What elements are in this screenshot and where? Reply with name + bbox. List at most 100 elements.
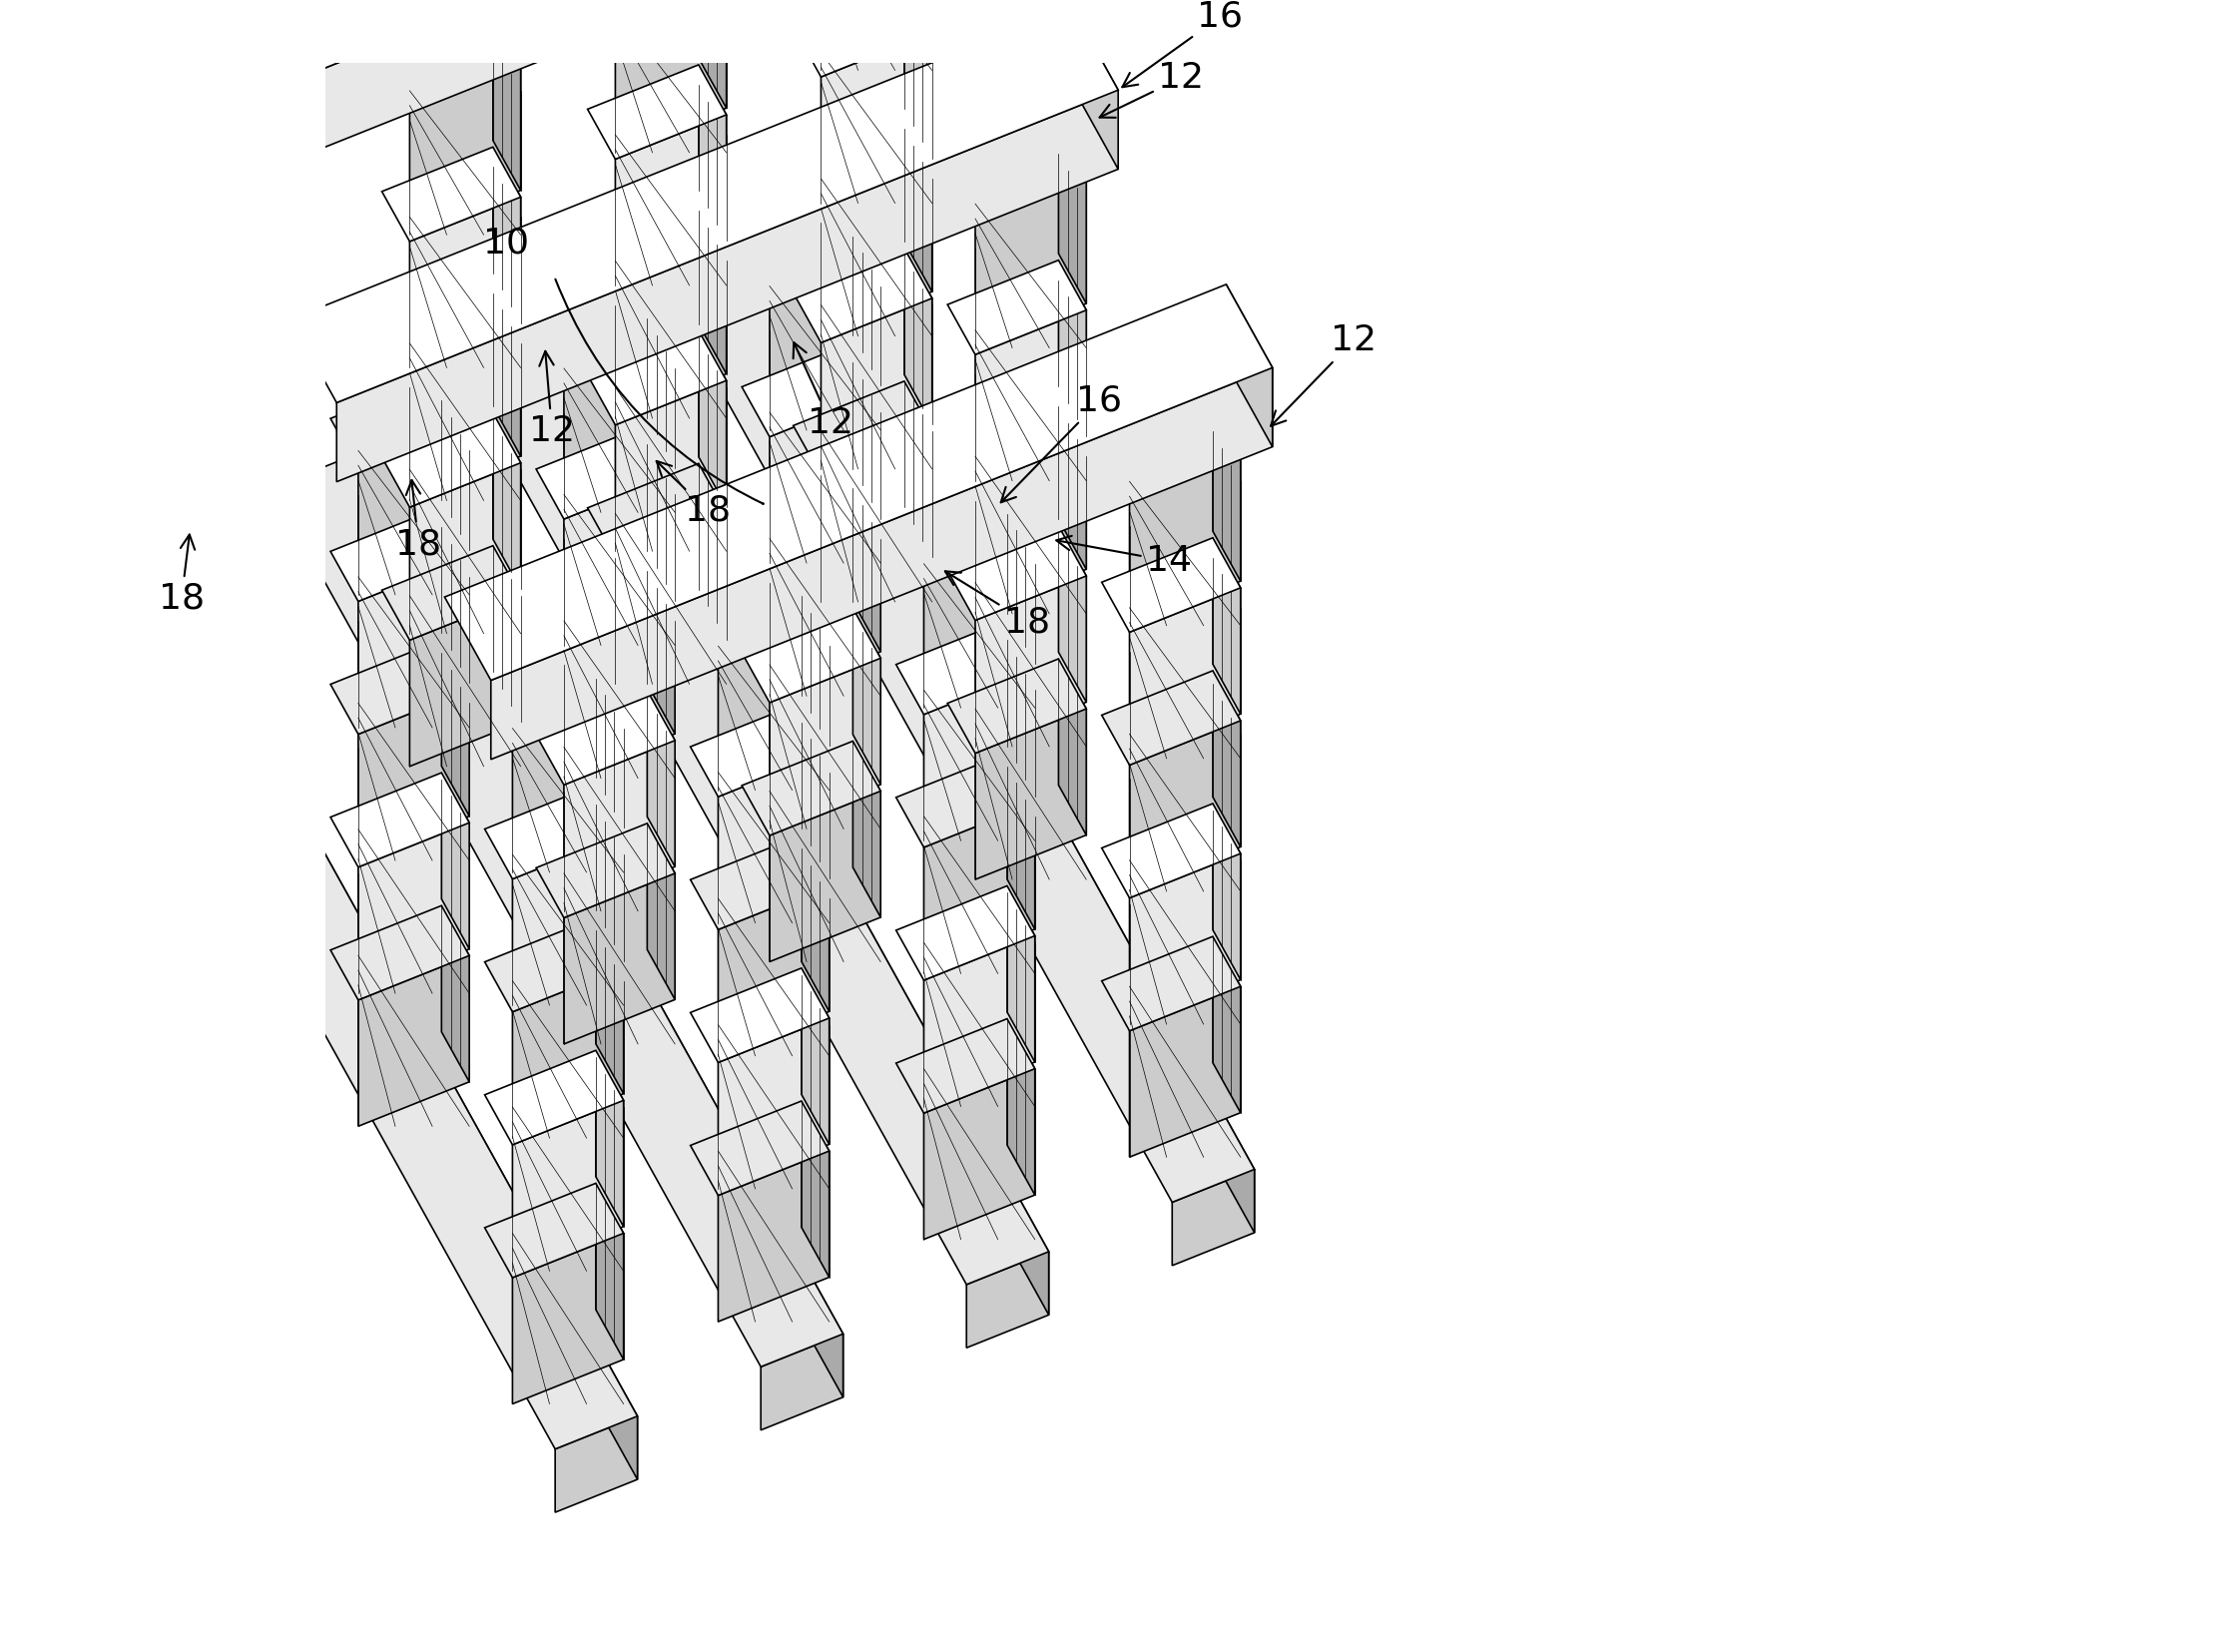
Polygon shape xyxy=(565,474,674,646)
Polygon shape xyxy=(647,292,674,468)
Polygon shape xyxy=(699,198,725,373)
Polygon shape xyxy=(1058,525,1087,702)
Polygon shape xyxy=(203,677,315,849)
Polygon shape xyxy=(741,342,882,436)
Polygon shape xyxy=(330,373,469,469)
Polygon shape xyxy=(1103,803,1241,899)
Polygon shape xyxy=(770,393,882,563)
Polygon shape xyxy=(411,596,520,767)
Polygon shape xyxy=(895,620,1036,714)
Text: 18: 18 xyxy=(656,461,730,527)
Polygon shape xyxy=(1212,405,1241,582)
Polygon shape xyxy=(761,1333,844,1431)
Polygon shape xyxy=(288,96,315,273)
Polygon shape xyxy=(895,885,1036,980)
Polygon shape xyxy=(853,476,882,651)
Polygon shape xyxy=(801,836,830,1011)
Polygon shape xyxy=(442,373,469,550)
Polygon shape xyxy=(203,411,315,583)
Polygon shape xyxy=(904,0,933,26)
Text: 16: 16 xyxy=(1123,0,1243,88)
Polygon shape xyxy=(493,147,520,324)
Polygon shape xyxy=(288,496,315,671)
Polygon shape xyxy=(176,230,315,324)
Polygon shape xyxy=(290,7,1118,403)
Polygon shape xyxy=(699,464,725,639)
Polygon shape xyxy=(357,557,469,727)
Polygon shape xyxy=(411,64,520,235)
Polygon shape xyxy=(136,0,964,126)
Polygon shape xyxy=(975,177,1087,349)
Polygon shape xyxy=(690,702,830,796)
Polygon shape xyxy=(699,330,725,507)
Polygon shape xyxy=(536,425,674,519)
Polygon shape xyxy=(924,803,1036,973)
Polygon shape xyxy=(491,368,1272,760)
Polygon shape xyxy=(357,955,469,1127)
Polygon shape xyxy=(821,431,933,601)
Polygon shape xyxy=(176,628,315,722)
Polygon shape xyxy=(792,382,933,476)
Polygon shape xyxy=(1129,720,1241,892)
Polygon shape xyxy=(975,577,1087,747)
Polygon shape xyxy=(792,0,933,78)
Polygon shape xyxy=(337,91,1118,482)
Polygon shape xyxy=(330,507,469,601)
Polygon shape xyxy=(966,1252,1049,1348)
Polygon shape xyxy=(203,279,315,449)
Polygon shape xyxy=(411,463,520,633)
Polygon shape xyxy=(150,537,638,1480)
Polygon shape xyxy=(1103,937,1241,1031)
Polygon shape xyxy=(1212,937,1241,1113)
Text: 12: 12 xyxy=(1270,324,1377,426)
Polygon shape xyxy=(587,330,725,425)
Polygon shape xyxy=(536,292,674,387)
Polygon shape xyxy=(792,116,933,210)
Polygon shape xyxy=(904,116,933,292)
Polygon shape xyxy=(484,651,623,747)
Polygon shape xyxy=(1212,539,1241,714)
Polygon shape xyxy=(596,651,623,828)
Polygon shape xyxy=(587,64,725,159)
Text: 18: 18 xyxy=(395,481,442,562)
Polygon shape xyxy=(330,773,469,867)
Polygon shape xyxy=(183,0,964,205)
Polygon shape xyxy=(690,968,830,1062)
Polygon shape xyxy=(975,443,1087,613)
Polygon shape xyxy=(1007,1019,1036,1194)
Polygon shape xyxy=(176,96,315,192)
Polygon shape xyxy=(792,248,933,342)
Polygon shape xyxy=(1129,854,1241,1024)
Polygon shape xyxy=(565,874,674,1044)
Polygon shape xyxy=(565,740,674,912)
Polygon shape xyxy=(1129,588,1241,758)
Polygon shape xyxy=(683,291,1254,1203)
Polygon shape xyxy=(330,639,469,733)
Polygon shape xyxy=(484,917,623,1013)
Polygon shape xyxy=(946,393,1087,487)
Polygon shape xyxy=(946,525,1087,621)
Polygon shape xyxy=(513,834,623,1006)
FancyArrowPatch shape xyxy=(556,279,763,504)
Polygon shape xyxy=(821,0,933,71)
Polygon shape xyxy=(690,836,830,930)
Polygon shape xyxy=(442,507,469,684)
Text: 10: 10 xyxy=(482,226,529,259)
Polygon shape xyxy=(587,464,725,558)
Polygon shape xyxy=(513,702,623,872)
Polygon shape xyxy=(411,330,520,501)
Polygon shape xyxy=(895,487,1036,582)
Polygon shape xyxy=(411,197,520,368)
Polygon shape xyxy=(596,785,623,961)
Polygon shape xyxy=(513,968,623,1138)
Polygon shape xyxy=(357,425,469,595)
Polygon shape xyxy=(382,147,520,241)
Polygon shape xyxy=(1103,539,1241,633)
Polygon shape xyxy=(442,905,469,1082)
Polygon shape xyxy=(975,709,1087,879)
Polygon shape xyxy=(741,210,882,304)
Polygon shape xyxy=(821,33,933,203)
Polygon shape xyxy=(587,198,725,292)
Polygon shape xyxy=(853,342,882,519)
Polygon shape xyxy=(647,558,674,733)
